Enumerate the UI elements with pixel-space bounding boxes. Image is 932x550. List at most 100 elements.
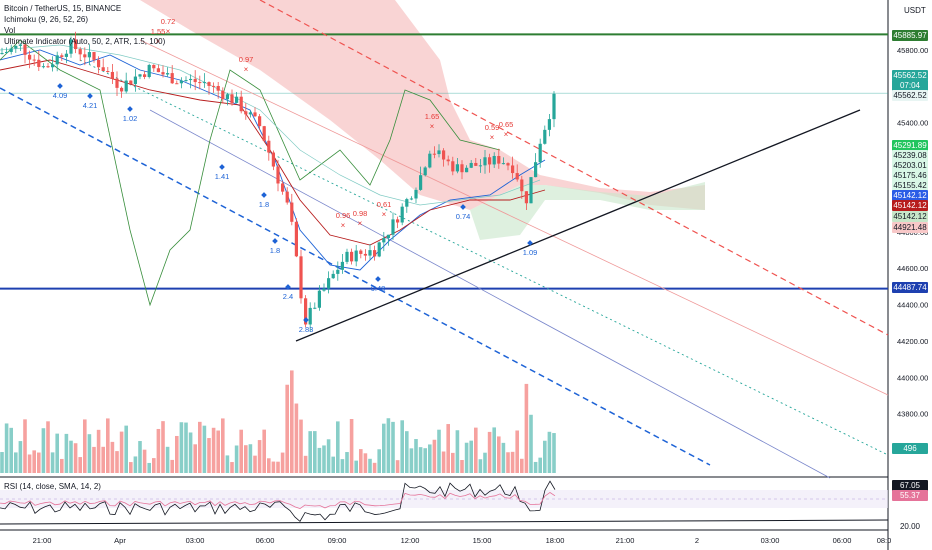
candle [175, 83, 179, 85]
volume-bar [129, 462, 133, 473]
volume-bar [506, 452, 510, 473]
buy-marker [272, 238, 278, 244]
volume-bar [124, 425, 128, 473]
candles [0, 31, 556, 332]
candle [363, 253, 367, 256]
candle [248, 112, 252, 115]
candle [253, 112, 257, 117]
candle [110, 71, 114, 79]
volume-bar [73, 443, 78, 473]
volume-bar [64, 433, 69, 473]
legend-ichimoku[interactable]: Ichimoku (9, 26, 52, 26) [4, 15, 89, 24]
volume-bar [23, 419, 27, 473]
volume-bar [83, 419, 87, 473]
candle [524, 191, 528, 204]
volume-bar [372, 462, 377, 473]
volume-bar [547, 431, 552, 473]
candle [446, 159, 450, 162]
time-tick-label: 21:00 [616, 536, 635, 545]
volume-bar [533, 461, 538, 473]
candle [405, 199, 409, 207]
candle [138, 74, 142, 77]
candle [488, 157, 492, 165]
candle [350, 251, 354, 262]
signal-label: 4.09 [53, 91, 68, 100]
signal-label: 0.74 [456, 212, 471, 221]
volume-bar [41, 428, 46, 473]
candle [442, 150, 446, 160]
candle [239, 96, 243, 112]
sell-marker: × [244, 65, 249, 74]
candle [193, 78, 197, 83]
volume-bar [451, 452, 455, 473]
candle [400, 206, 404, 223]
legend-symbol[interactable]: Bitcoin / TetherUS, 15, BINANCE [4, 4, 122, 13]
rsi-line [0, 480, 556, 522]
candle [216, 86, 220, 91]
buy-marker [57, 83, 63, 89]
volume-bar [446, 424, 450, 473]
volume-bar [115, 451, 119, 473]
signal-label: 0.72 [161, 17, 176, 26]
candle [492, 155, 496, 165]
candle [133, 76, 137, 85]
ascending-trendline [295, 109, 861, 342]
rsi-pane [0, 480, 889, 525]
candle [83, 54, 87, 58]
price-tag: 45239.08 [892, 150, 928, 161]
price-tag: 45562.52 [892, 70, 928, 81]
volume-bar [299, 419, 303, 473]
volume-bar [340, 459, 345, 473]
candle [437, 150, 441, 155]
candle [129, 80, 133, 85]
candle [101, 67, 105, 72]
legend-rsi[interactable]: RSI (14, close, SMA, 14, 2) [4, 482, 101, 491]
candle [60, 55, 64, 57]
candle [340, 261, 344, 270]
candle [161, 72, 165, 75]
time-tick-label: 12:00 [401, 536, 420, 545]
volume-bar [363, 453, 368, 473]
volume-bar [119, 431, 124, 473]
candle [281, 183, 285, 192]
price-tag: 45142.12 [892, 190, 928, 201]
candle [170, 73, 174, 84]
candle [74, 39, 78, 50]
volume-bar [211, 427, 216, 473]
volume-bar [280, 452, 285, 473]
volume-bar [87, 434, 92, 473]
candle [179, 80, 183, 84]
candle [267, 140, 271, 153]
buy-marker [261, 192, 267, 198]
candle [317, 290, 321, 308]
candle [9, 48, 13, 52]
volume-bar [464, 442, 469, 473]
candle [377, 242, 381, 257]
volume-bar [313, 431, 317, 473]
volume-bar [60, 458, 64, 473]
volume-bar [529, 414, 533, 473]
volume-bar [165, 446, 170, 473]
volume-bar [50, 452, 55, 473]
sell-marker: × [156, 37, 161, 46]
legend-vol[interactable]: Vol [4, 26, 16, 35]
candle [143, 74, 147, 78]
volume-bar [78, 457, 82, 473]
time-tick-label: 06:00 [833, 536, 852, 545]
candle [92, 52, 96, 60]
legend-ultimate[interactable]: Ultimate Indicator (Auto, 50, 2, ATR, 1.… [4, 37, 166, 46]
volume-bar [294, 403, 299, 473]
volume-bar [133, 456, 138, 473]
volume-bar [92, 446, 96, 473]
candle [414, 189, 418, 199]
price-tick-label: 44600.00 [897, 264, 928, 273]
candle [460, 164, 464, 173]
channel-upper-solid [139, 39, 889, 396]
candle [451, 161, 455, 172]
volume-bar [520, 458, 524, 473]
signal-label: 1.8 [259, 200, 269, 209]
time-tick-label: 03:00 [761, 536, 780, 545]
volume-bar [46, 421, 50, 473]
signal-label: 2.83 [299, 325, 314, 334]
